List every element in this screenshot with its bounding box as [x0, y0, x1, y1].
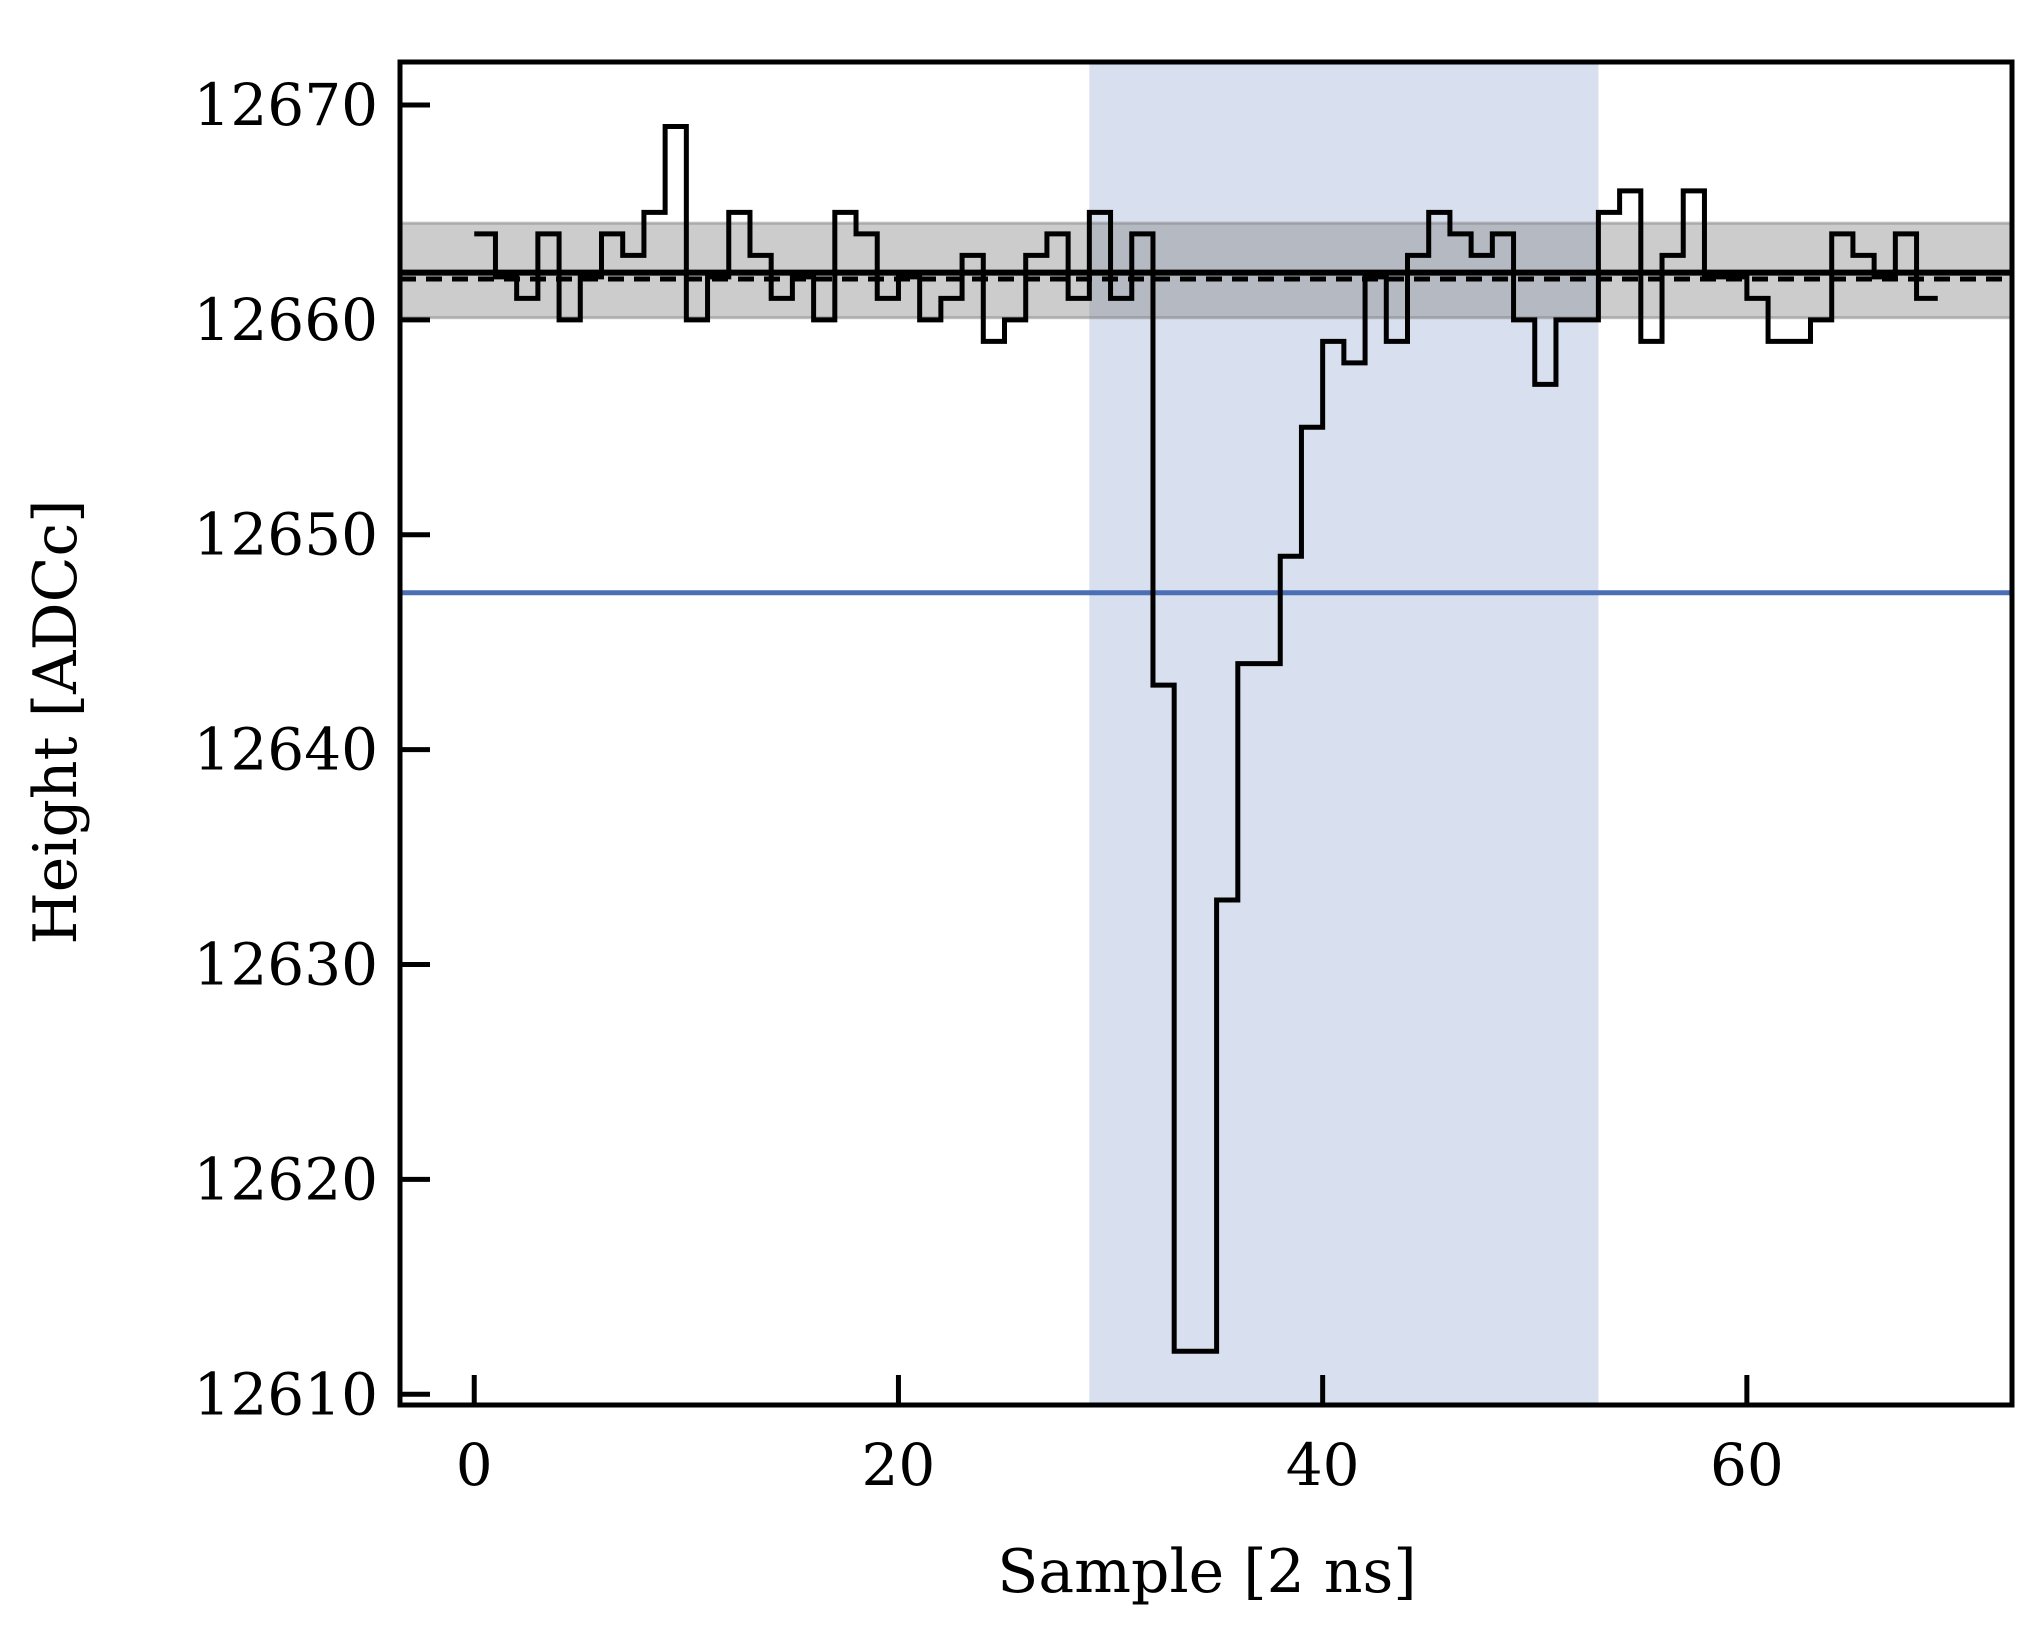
y-tick-label: 12620	[193, 1145, 378, 1213]
plot-area	[398, 62, 2014, 1405]
x-tick-label: 40	[1286, 1431, 1360, 1499]
y-axis-label: Height [ADCc]	[21, 499, 91, 944]
x-tick-label: 20	[862, 1431, 936, 1499]
y-tick-label: 12610	[193, 1360, 378, 1428]
y-tick-label: 12660	[193, 286, 378, 354]
plot-frame	[397, 59, 2015, 1408]
x-tick-label: 0	[456, 1431, 493, 1499]
y-tick-label: 12670	[193, 71, 378, 139]
waveform-trace	[474, 123, 1938, 1354]
y-tick-label: 12630	[193, 930, 378, 998]
axes: 0 20 40 60 12610 12620 12630 12640 12650 12660 126…	[193, 59, 2015, 1499]
x-axis-label: Sample [2 ns]	[997, 1537, 1416, 1607]
y-tick-label: 12650	[193, 501, 378, 569]
x-tick-label: 60	[1710, 1431, 1784, 1499]
y-tick-label: 12640	[193, 716, 378, 784]
